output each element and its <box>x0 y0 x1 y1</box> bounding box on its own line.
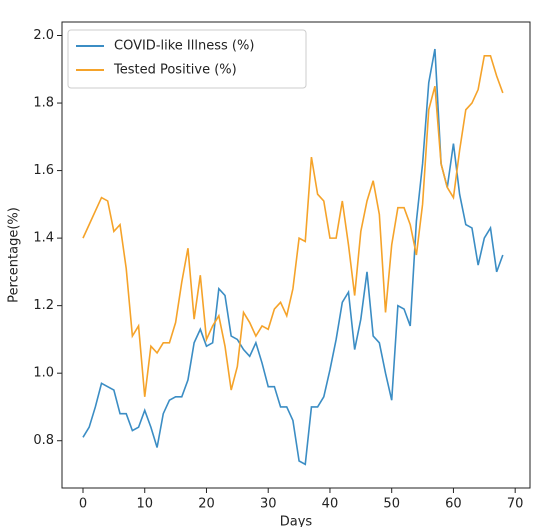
series-line <box>82 54 504 397</box>
y-tick-label: 1.8 <box>33 96 54 111</box>
x-tick-label: 70 <box>507 497 524 512</box>
y-tick-label: 1.6 <box>33 163 54 178</box>
x-tick-label: 20 <box>198 497 215 512</box>
legend-label: COVID-like Illness (%) <box>114 39 254 54</box>
x-tick-label: 0 <box>79 497 87 512</box>
y-tick-label: 2.0 <box>33 28 54 43</box>
legend-box <box>67 29 307 89</box>
series-line <box>82 48 504 466</box>
x-tick-label: 50 <box>383 497 400 512</box>
x-tick-label: 60 <box>445 497 462 512</box>
y-tick-label: 0.8 <box>33 433 54 448</box>
x-tick-label: 10 <box>136 497 153 512</box>
legend-label: Tested Positive (%) <box>113 63 237 78</box>
legend: COVID-like Illness (%) Tested Positive (%… <box>67 29 307 89</box>
y-axis-label: Percentage(%) <box>7 207 22 303</box>
x-axis-label: Days <box>280 515 313 527</box>
y-tick-label: 1.4 <box>33 231 54 246</box>
x-tick-label: 40 <box>322 497 339 512</box>
y-tick-label: 1.0 <box>33 366 54 381</box>
y-tick-label: 1.2 <box>33 298 54 313</box>
x-tick-label: 30 <box>260 497 277 512</box>
plot-frame <box>61 21 531 489</box>
